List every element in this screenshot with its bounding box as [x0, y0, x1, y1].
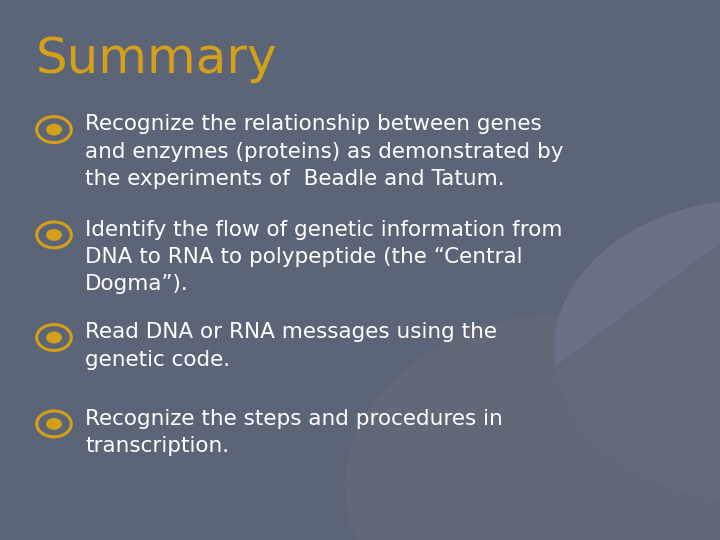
- Polygon shape: [446, 243, 720, 540]
- Circle shape: [382, 340, 720, 540]
- Circle shape: [46, 229, 62, 241]
- Circle shape: [46, 332, 62, 343]
- Text: Recognize the steps and procedures in
transcription.: Recognize the steps and procedures in tr…: [85, 409, 503, 456]
- Text: Recognize the relationship between genes
and enzymes (proteins) as demonstrated : Recognize the relationship between genes…: [85, 114, 564, 189]
- Circle shape: [554, 200, 720, 502]
- Text: Summary: Summary: [36, 35, 278, 83]
- Circle shape: [46, 418, 62, 430]
- Circle shape: [346, 313, 720, 540]
- Circle shape: [46, 124, 62, 136]
- Text: Identify the flow of genetic information from
DNA to RNA to polypeptide (the “Ce: Identify the flow of genetic information…: [85, 220, 562, 294]
- Text: Read DNA or RNA messages using the
genetic code.: Read DNA or RNA messages using the genet…: [85, 322, 497, 369]
